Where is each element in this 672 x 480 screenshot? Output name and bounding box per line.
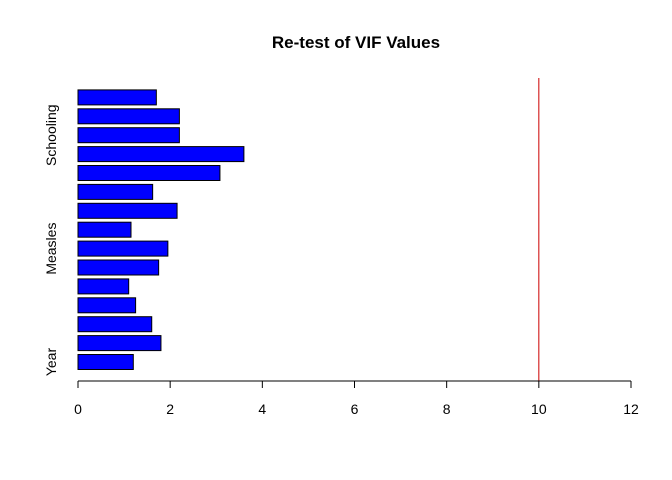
bar-14	[77, 108, 180, 125]
bar-13	[77, 127, 180, 144]
category-label-measles: Measles	[43, 223, 59, 275]
bar-2	[77, 335, 162, 352]
bar-3	[77, 316, 153, 333]
x-tick-label-6: 6	[351, 401, 359, 417]
x-tick-label-2: 2	[166, 401, 174, 417]
x-axis: 0 2 4 6 8 10 12	[74, 380, 639, 417]
x-tick-label-8: 8	[443, 401, 451, 417]
bar-1	[77, 354, 134, 370]
bar-8	[77, 221, 132, 238]
chart-title: Re-test of VIF Values	[272, 33, 440, 52]
bar-4	[77, 297, 137, 314]
x-tick-label-0: 0	[74, 401, 82, 417]
bar-15	[77, 89, 157, 106]
bars-group	[77, 89, 245, 370]
bar-12	[77, 146, 245, 163]
x-tick-label-12: 12	[623, 401, 639, 417]
bar-6	[77, 259, 160, 276]
x-tick-label-4: 4	[258, 401, 266, 417]
category-label-year: Year	[43, 348, 59, 377]
bar-7	[77, 240, 169, 257]
bar-10	[77, 183, 154, 200]
bar-11	[77, 165, 221, 181]
category-labels: Year Measles Schooling	[43, 104, 59, 376]
bar-9	[77, 202, 178, 219]
bar-5	[77, 278, 130, 295]
category-label-schooling: Schooling	[43, 104, 59, 166]
x-tick-label-10: 10	[531, 401, 547, 417]
